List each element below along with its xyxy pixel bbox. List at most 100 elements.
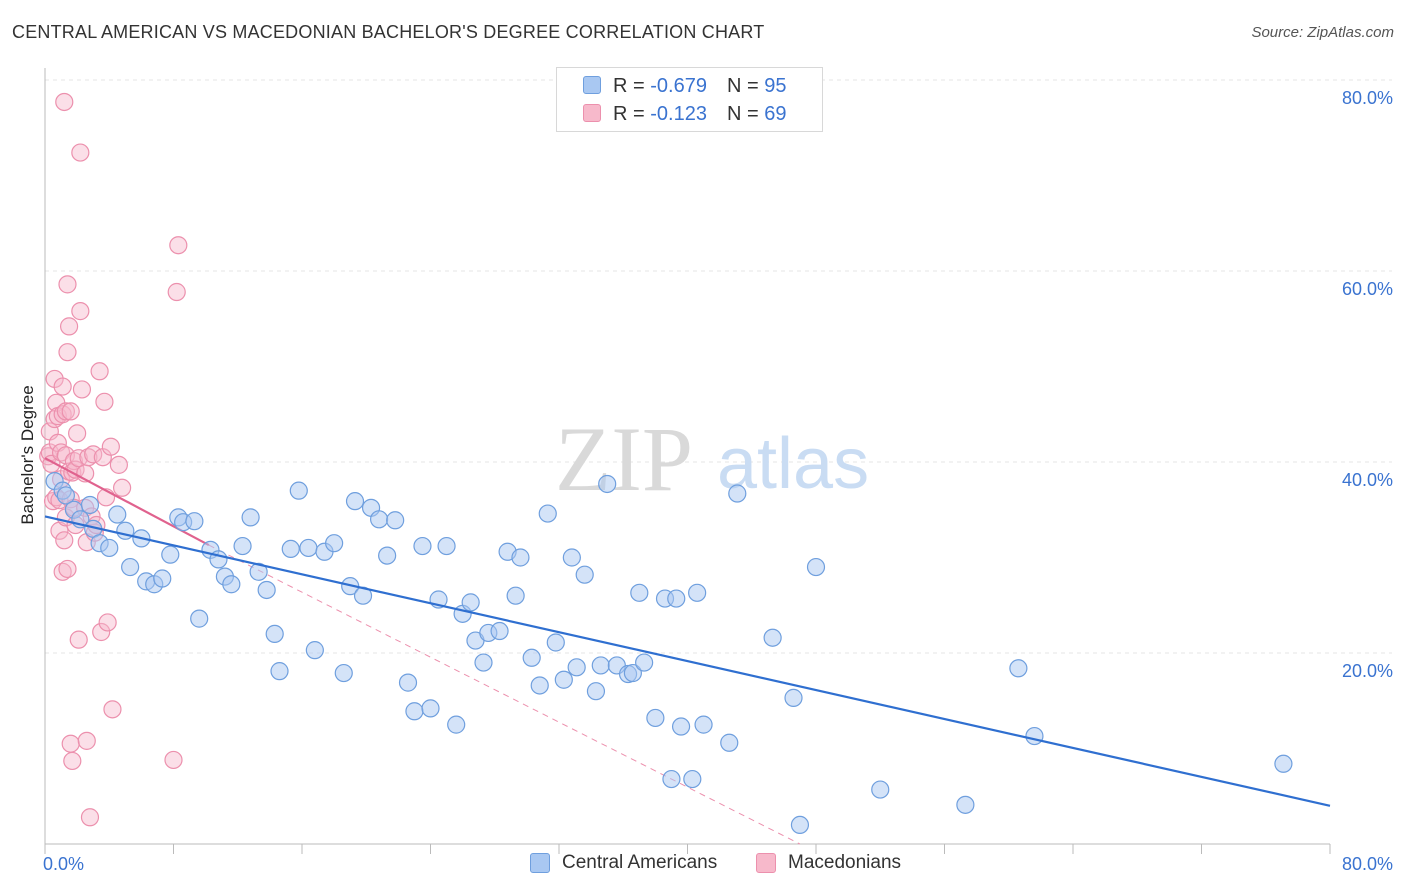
central-americans-point <box>413 536 432 556</box>
central-americans-point <box>554 670 573 689</box>
macedonians-point <box>71 143 90 162</box>
bottom-legend-label: Central Americans <box>562 852 718 873</box>
central-americans-point <box>506 586 525 605</box>
macedonians-point <box>58 559 77 579</box>
central-americans-point <box>671 717 691 736</box>
central-americans-point <box>1025 726 1044 746</box>
central-americans-point <box>378 546 397 565</box>
central-americans-point <box>591 656 610 675</box>
chart-title: CENTRAL AMERICAN VS MACEDONIAN BACHELOR'… <box>12 22 765 42</box>
y-axis-label: Bachelor's Degree <box>18 385 37 525</box>
central-americans-point <box>567 658 586 677</box>
central-americans-point <box>80 495 100 515</box>
central-americans-point <box>270 662 289 681</box>
central-americans-point <box>511 548 530 567</box>
central-americans-point <box>688 583 707 602</box>
central-americans-point <box>956 795 975 814</box>
central-americans-trend-line <box>44 515 1331 807</box>
central-americans-point <box>763 628 782 647</box>
macedonians-point <box>80 808 100 827</box>
central-americans-point <box>630 583 649 602</box>
macedonians-point <box>58 275 77 294</box>
central-americans-point <box>386 511 405 530</box>
central-americans-point <box>334 663 353 683</box>
central-americans-point <box>185 512 204 531</box>
macedonians-point <box>169 236 188 255</box>
central-americans-point <box>370 510 389 529</box>
legend-n-label: N = <box>726 103 765 125</box>
central-americans-point <box>790 815 810 835</box>
legend-swatch-pink <box>583 104 601 122</box>
central-americans-point <box>646 708 665 728</box>
source-label: Source: ZipAtlas.com <box>1251 24 1394 41</box>
central-americans-point <box>530 676 549 695</box>
watermark: ZIP atlas <box>555 408 869 510</box>
central-americans-point <box>623 663 642 683</box>
macedonians-point <box>92 622 111 642</box>
central-americans-point <box>461 593 480 612</box>
macedonians-point <box>77 731 96 750</box>
central-americans-point <box>667 589 686 608</box>
macedonians-point <box>112 478 132 497</box>
central-americans-point <box>190 609 209 628</box>
central-americans-point <box>265 624 284 644</box>
macedonians-point <box>164 750 183 770</box>
central-americans-point <box>784 688 803 707</box>
x-tick-label: 0.0% <box>43 854 84 874</box>
central-americans-point <box>233 536 252 556</box>
bottom-legend-label: Macedonians <box>788 852 902 873</box>
central-americans-point <box>1009 659 1028 678</box>
macedonians-point <box>69 449 88 468</box>
macedonians-point <box>53 562 72 581</box>
macedonians-point <box>59 317 79 336</box>
legend-r-label: R = <box>613 103 651 125</box>
central-americans-point <box>289 481 308 500</box>
central-americans-point <box>398 673 418 692</box>
macedonians-point <box>69 630 88 649</box>
macedonians-point <box>51 443 71 462</box>
central-americans-point <box>728 484 747 503</box>
central-americans-point <box>474 653 493 672</box>
central-americans-point <box>305 641 324 660</box>
macedonians-trend-extension <box>208 544 801 845</box>
central-americans-point <box>405 702 424 721</box>
central-americans-point <box>222 575 241 594</box>
legend-n-label: N = <box>726 75 765 97</box>
central-americans-point <box>108 505 127 524</box>
central-americans-point <box>100 538 119 558</box>
bottom-legend-swatch-pink <box>756 853 776 873</box>
central-americans-point <box>121 557 140 577</box>
central-americans-point <box>281 539 300 559</box>
macedonians-point <box>68 424 87 443</box>
macedonians-point <box>90 362 109 381</box>
bottom-legend-swatch-blue <box>530 853 550 873</box>
macedonians-point <box>95 392 114 411</box>
macedonians-point <box>55 531 74 550</box>
central-americans-point <box>694 715 713 734</box>
central-americans-point <box>683 769 702 789</box>
y-tick-label: 80.0% <box>1342 88 1393 108</box>
macedonians-point <box>98 613 117 632</box>
central-americans-point <box>153 569 172 588</box>
legend-swatch-blue <box>583 76 601 94</box>
central-americans-point <box>720 733 739 752</box>
x-tick-label: 80.0% <box>1342 854 1393 874</box>
central-americans-point <box>257 580 276 600</box>
macedonians-point <box>103 700 122 719</box>
macedonians-point <box>53 377 72 396</box>
central-americans-point <box>562 548 581 567</box>
macedonians-points <box>39 92 210 827</box>
legend-r-value: -0.123 <box>650 103 707 125</box>
macedonians-point <box>55 92 74 112</box>
tick-labels: 20.0% 40.0% 60.0% 80.0% 0.0% 80.0% <box>43 88 1393 874</box>
central-americans-point <box>806 557 826 577</box>
central-americans-point <box>299 538 318 558</box>
legend-n-value: 69 <box>764 103 787 125</box>
central-americans-point <box>490 621 509 641</box>
central-americans-point <box>575 565 594 584</box>
macedonians-point <box>109 455 128 474</box>
central-americans-point <box>241 508 260 527</box>
central-americans-point <box>249 562 268 581</box>
y-tick-label: 40.0% <box>1342 470 1393 490</box>
